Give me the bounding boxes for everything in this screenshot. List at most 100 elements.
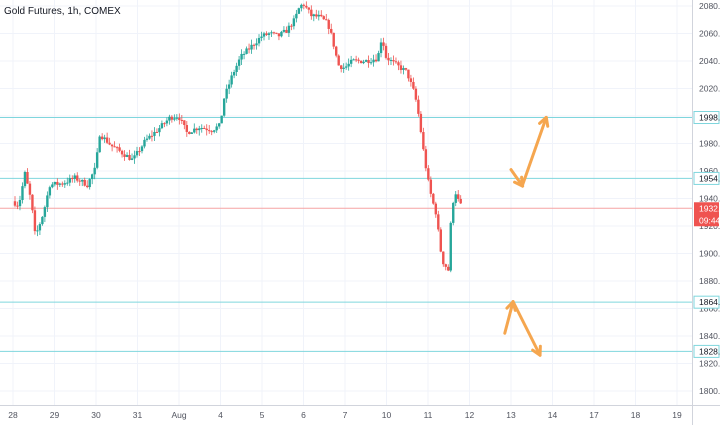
x-tick-label: 10 [382, 410, 392, 420]
candle-body [38, 224, 42, 231]
candle-body [66, 182, 69, 184]
candle-body [434, 203, 438, 215]
candle-body [215, 126, 218, 131]
candle-body [198, 128, 201, 131]
candle-body [364, 60, 368, 62]
candle-body [335, 46, 338, 56]
candle-body [315, 14, 318, 17]
candle-body [56, 181, 59, 185]
candle-body [90, 174, 94, 180]
level-tag-label: 1998.9 [699, 113, 720, 123]
x-tick-label: 7 [343, 410, 348, 420]
candle-body [125, 154, 129, 157]
x-tick-label: 31 [133, 410, 143, 420]
candle-body [454, 194, 457, 203]
candle-body [290, 25, 293, 27]
candle-body [399, 65, 403, 71]
chart-title: Gold Futures, 1h, COMEX [4, 6, 121, 17]
candle-body [193, 128, 196, 133]
candle-body [357, 59, 360, 61]
candle-body [46, 195, 49, 208]
candle-body [13, 201, 17, 206]
candle-body [178, 117, 181, 120]
candle-body [163, 123, 166, 125]
candle-body [48, 187, 52, 196]
candle-body [240, 53, 243, 60]
candle-body [73, 175, 76, 179]
candle-body [145, 138, 149, 140]
candle-body [158, 128, 161, 133]
candle-body [217, 123, 221, 127]
candle-body [379, 42, 383, 54]
candle-body [168, 116, 171, 121]
candle-body [148, 135, 151, 139]
candle-body [270, 32, 273, 34]
candle-body [128, 154, 131, 160]
candle-body [71, 178, 74, 180]
candle-body [135, 151, 139, 156]
countdown-label: 09:44 [699, 215, 720, 225]
candle-body [409, 78, 413, 82]
candle-body [195, 128, 198, 131]
candle-body [287, 25, 291, 33]
candle-body [98, 136, 101, 153]
y-axis: 1800.01820.01840.01860.01880.01900.01920… [693, 1, 720, 396]
x-tick-label: 6 [301, 410, 306, 420]
candle-body [459, 198, 462, 204]
candle-body [342, 67, 345, 69]
candle-body [61, 183, 64, 185]
candle-body [347, 63, 350, 67]
candle-body [389, 60, 393, 62]
candle-body [419, 113, 423, 133]
y-tick-label: 1900.0 [699, 249, 720, 259]
candle-body [81, 179, 84, 182]
candle-body [227, 84, 231, 89]
candle-body [18, 199, 22, 207]
candle-body [312, 14, 315, 17]
candle-body [86, 185, 89, 188]
candle-body [339, 65, 343, 69]
candle-body [68, 178, 71, 183]
candle-body [200, 127, 203, 129]
candle-body [33, 210, 37, 232]
candle-body [422, 132, 425, 150]
candle-body [225, 88, 228, 99]
x-tick-label: 18 [631, 410, 641, 420]
level-tag [693, 295, 720, 309]
y-tick-label: 1820.0 [699, 359, 720, 369]
candle-body [140, 146, 144, 152]
candle-body [203, 127, 206, 129]
candle-body [362, 61, 365, 64]
candle-body [103, 137, 106, 140]
candle-body [404, 68, 408, 70]
candle-body [354, 59, 358, 61]
arrow-shaft [511, 300, 542, 357]
candle-body [155, 131, 159, 133]
candle-body [424, 149, 428, 169]
candle-body [173, 118, 176, 120]
level-tag [693, 344, 720, 358]
y-tick-label: 1880.0 [699, 276, 720, 286]
candle-body [210, 131, 213, 133]
candle-body [28, 183, 32, 195]
current-price-tag [694, 202, 719, 227]
x-tick-label: 14 [548, 410, 558, 420]
candle-body [442, 251, 445, 265]
candle-body [250, 44, 253, 50]
candle-body [359, 60, 363, 64]
candle-body [123, 154, 126, 157]
candle-body [95, 152, 99, 168]
candle-body [100, 136, 104, 140]
candle-body [320, 14, 323, 17]
candle-body [265, 33, 268, 35]
y-tick-label: 1800.0 [699, 386, 720, 396]
candle-body [444, 264, 447, 267]
candle-body [447, 266, 450, 271]
level-tag [693, 171, 720, 185]
candle-body [113, 146, 116, 148]
candle-body [260, 36, 263, 38]
candle-body [327, 20, 330, 29]
x-tick-label: 29 [50, 410, 60, 420]
candle-body [349, 59, 353, 64]
